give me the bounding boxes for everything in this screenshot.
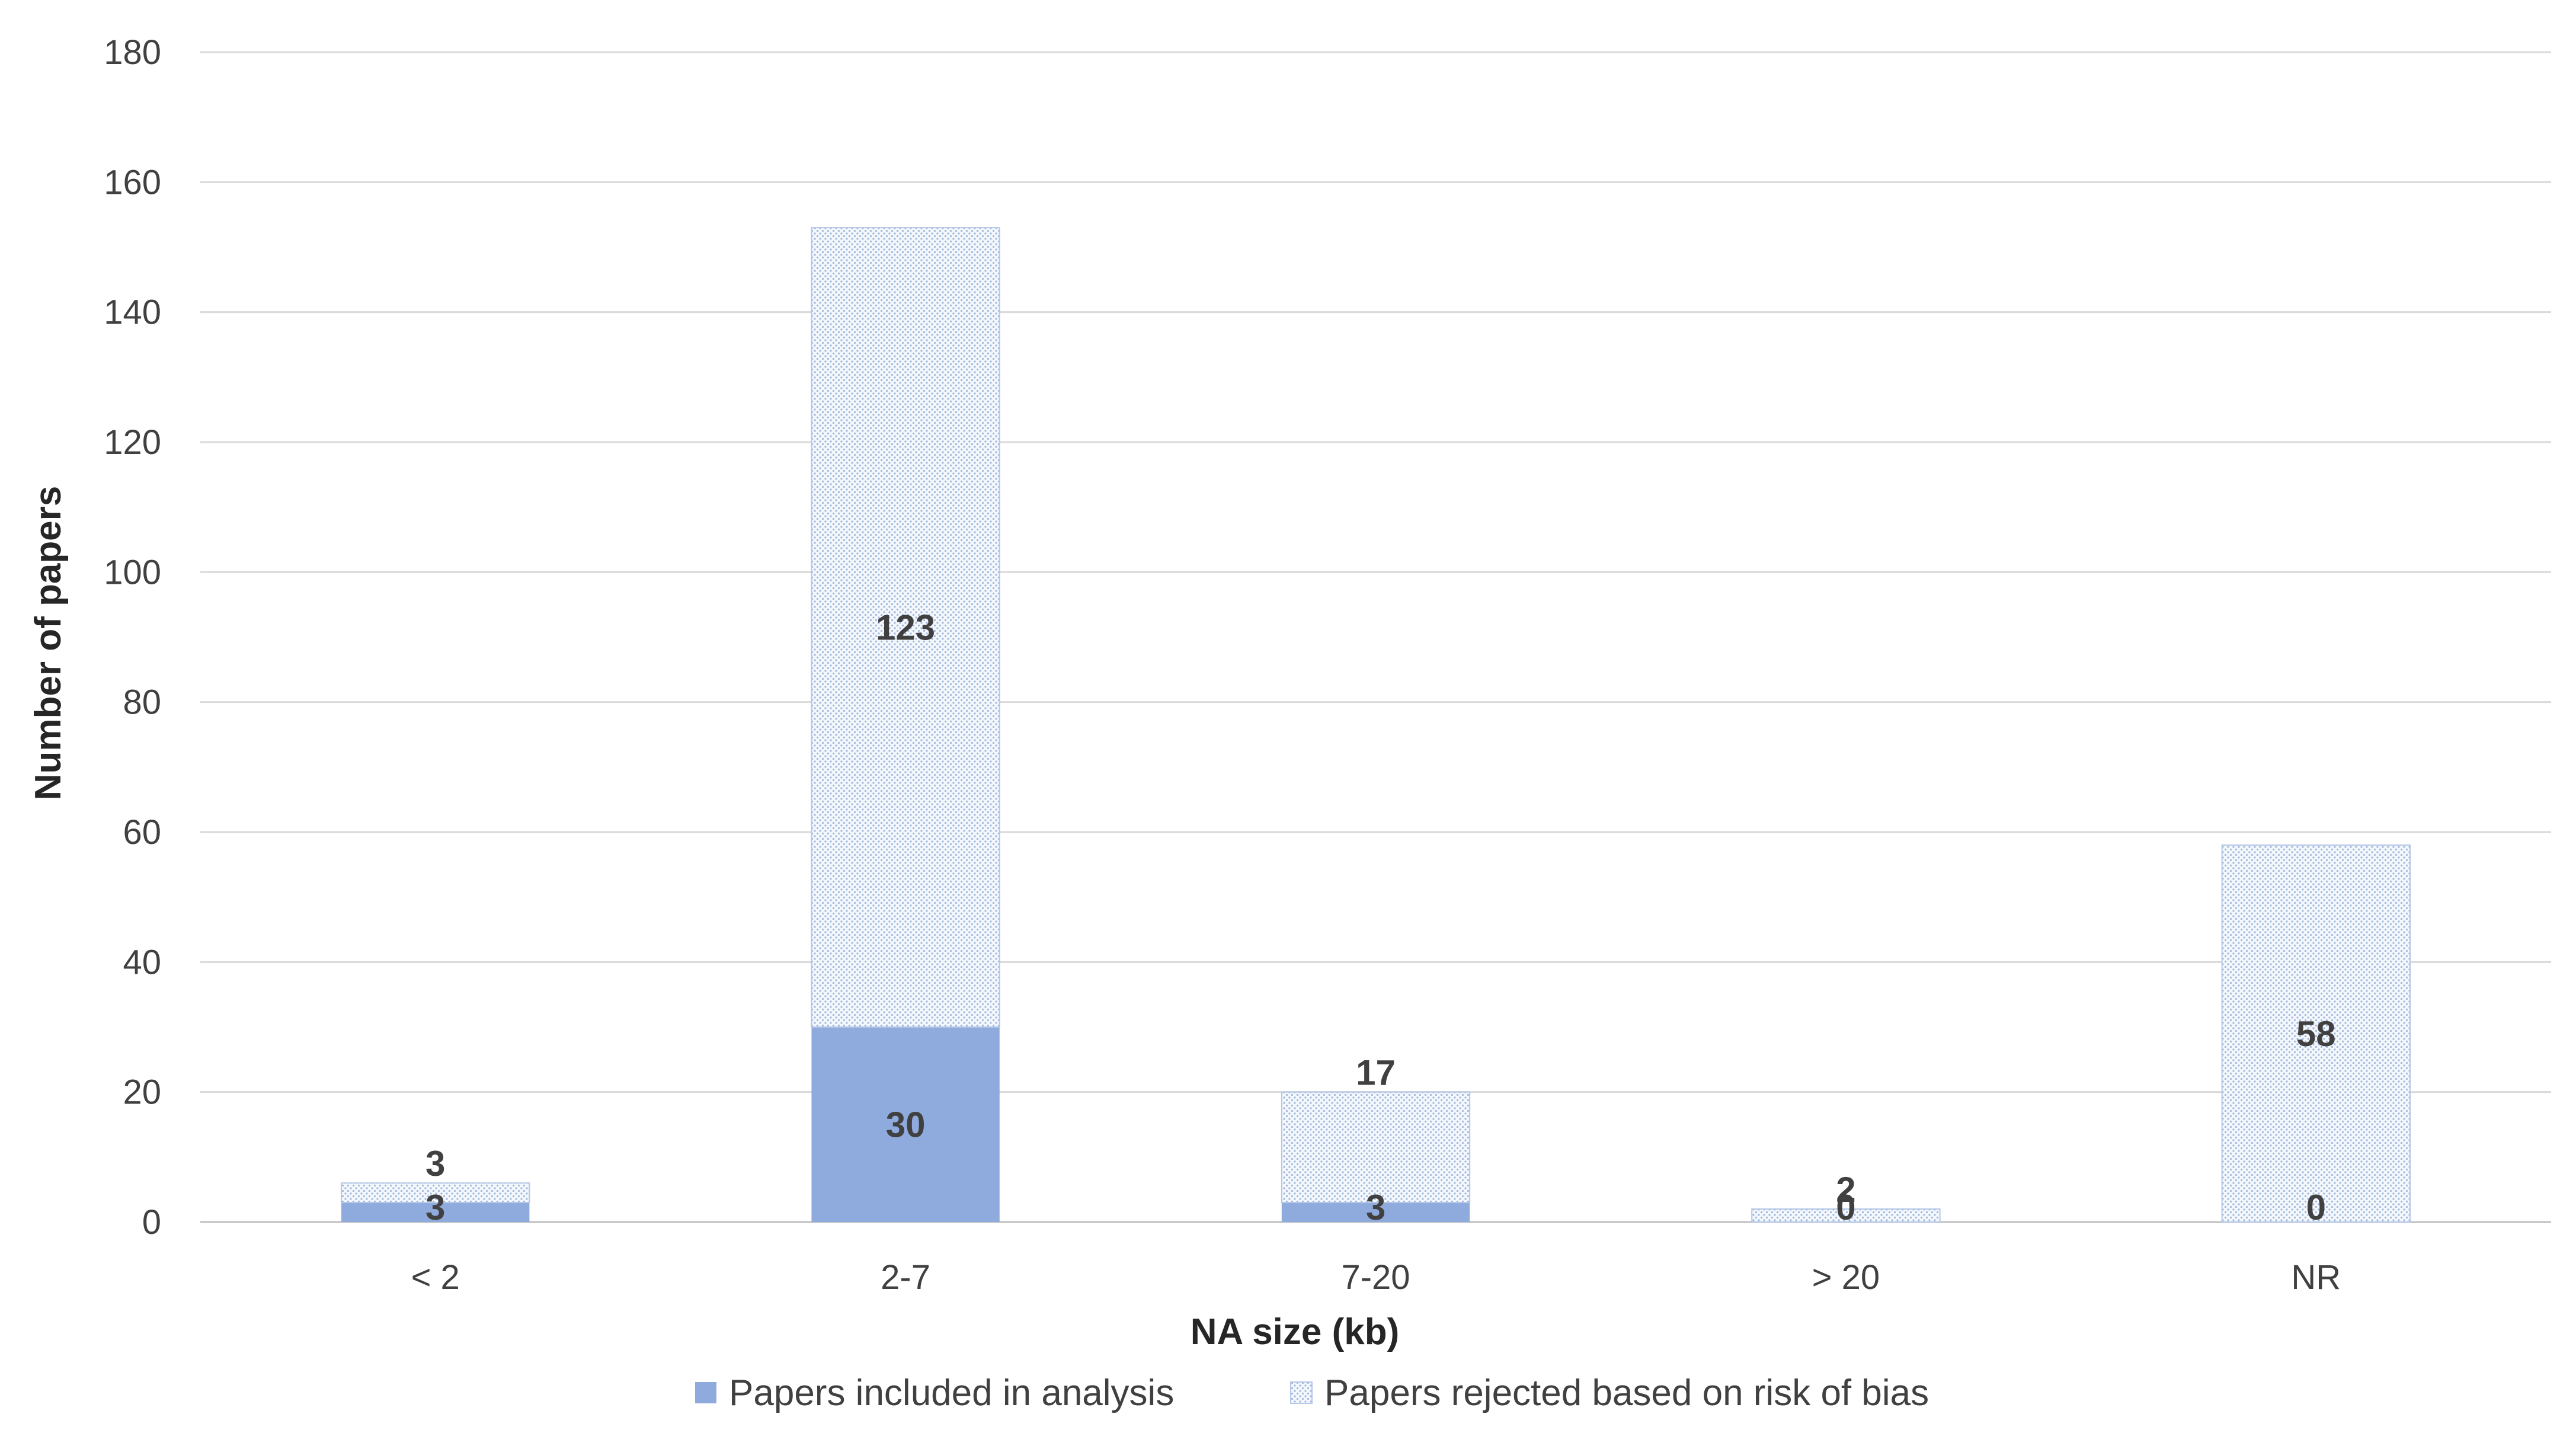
data-label-included: 0 [2306, 1188, 2326, 1227]
x-axis-title: NA size (kb) [1191, 1312, 1400, 1352]
data-label-rejected: 2 [1836, 1170, 1855, 1210]
x-tick-label: 2-7 [881, 1258, 930, 1297]
bar-included [811, 1027, 1000, 1222]
bar-rejected [811, 227, 1000, 1028]
y-tick-label: 100 [104, 553, 161, 591]
data-label-rejected: 3 [425, 1144, 445, 1183]
data-label-included: 0 [1836, 1188, 1855, 1227]
y-tick-label: 120 [104, 423, 161, 462]
legend-label-included: Papers included in analysis [729, 1373, 1174, 1413]
y-tick-label: 0 [142, 1203, 161, 1242]
bar-included [341, 1202, 530, 1222]
legend: Papers included in analysis Papers rejec… [695, 1373, 1929, 1413]
data-label-included: 3 [425, 1188, 445, 1227]
y-axis-ticks: 0 20 40 60 80 100 120 140 160 180 [104, 33, 161, 1242]
x-tick-label: NR [2291, 1258, 2341, 1297]
data-label-included: 30 [886, 1105, 926, 1145]
bar-rejected [341, 1182, 530, 1204]
bar-rejected [1751, 1208, 1941, 1223]
data-label-rejected: 58 [2296, 1014, 2336, 1054]
bars [341, 227, 2411, 1223]
gridlines [200, 51, 2551, 1223]
y-tick-label: 140 [104, 293, 161, 332]
y-tick-label: 20 [123, 1073, 161, 1112]
x-tick-label: 7-20 [1341, 1258, 1410, 1297]
y-tick-label: 160 [104, 163, 161, 201]
bar-included [1281, 1202, 1470, 1222]
data-label-rejected: 17 [1356, 1053, 1396, 1093]
legend-label-rejected: Papers rejected based on risk of bias [1324, 1373, 1929, 1413]
bar-rejected [1281, 1091, 1471, 1204]
legend-swatch-included [695, 1382, 716, 1403]
data-label-rejected: 123 [876, 608, 935, 648]
x-tick-label: > 20 [1812, 1258, 1880, 1297]
y-tick-label: 80 [123, 683, 161, 722]
y-tick-label: 60 [123, 813, 161, 852]
x-axis-ticks: < 2 2-7 7-20 > 20 NR [411, 1258, 2341, 1297]
y-tick-label: 180 [104, 33, 161, 72]
y-tick-label: 40 [123, 943, 161, 981]
legend-swatch-rejected [1290, 1381, 1313, 1404]
y-axis-title: Number of papers [28, 486, 69, 801]
data-label-included: 3 [1366, 1188, 1385, 1227]
bar-rejected [2221, 844, 2411, 1223]
x-tick-label: < 2 [411, 1258, 460, 1297]
